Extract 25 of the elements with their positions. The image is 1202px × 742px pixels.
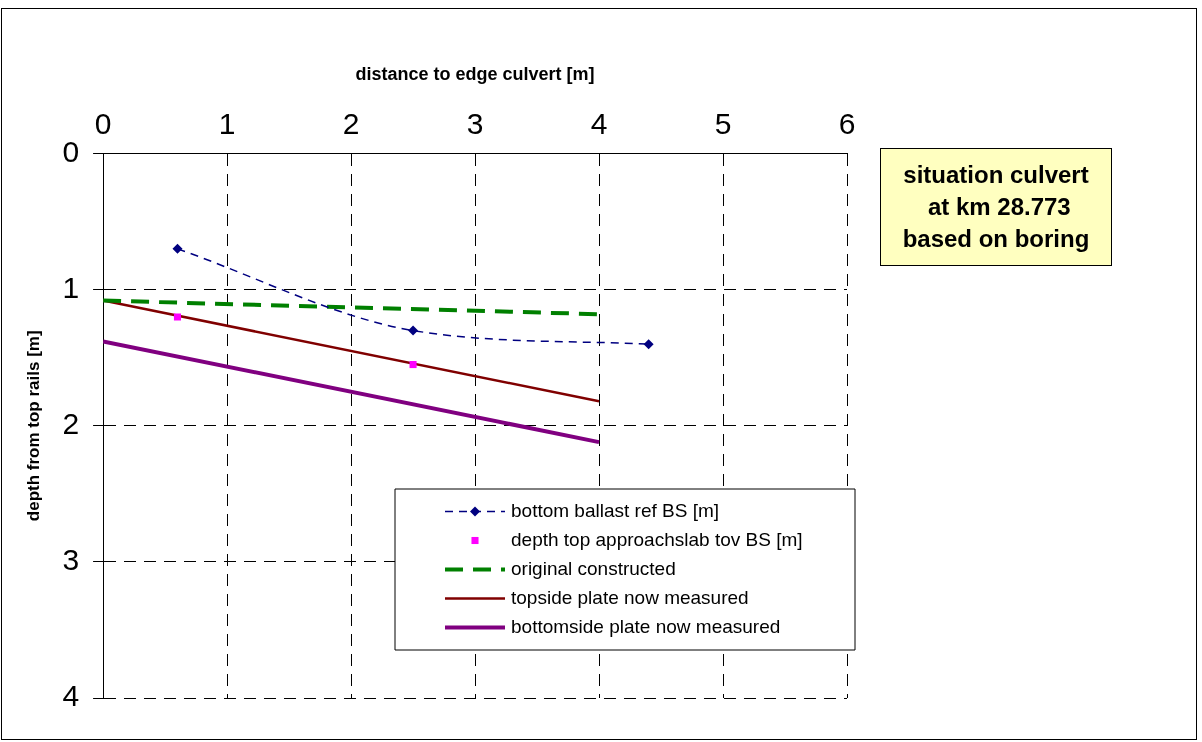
y-tick-label: 4 [62,679,80,713]
point [643,339,654,350]
x-tick-label: 1 [218,106,236,140]
point [408,325,419,336]
point [409,361,417,369]
x-tick-label: 0 [94,106,112,140]
x-tick-label: 5 [714,106,732,140]
point [172,243,183,254]
y-tick-label: 1 [62,270,80,304]
legend-label: bottom ballast ref BS [m] [511,499,720,521]
x-axis-title: distance to edge culvert [m] [355,63,595,84]
y-axis-title: depth from top rails [m] [23,330,43,522]
legend-label: bottomside plate now measured [511,615,781,637]
y-tick-label: 2 [62,407,80,441]
x-tick-label: 6 [838,106,856,140]
x-tick-label: 3 [466,106,484,140]
y-tick-label: 0 [62,134,80,168]
x-tick-label: 2 [342,106,360,140]
text: situation culvert at km 28.773 based on boring [880,148,1112,266]
point [173,313,182,321]
legend-label: depth top approachslab tov BS [m] [511,528,803,550]
legend-label: original constructed [511,557,676,579]
y-tick-label: 3 [62,543,80,577]
x-tick-label: 4 [590,106,608,140]
legend-label: topside plate now measured [511,586,749,608]
